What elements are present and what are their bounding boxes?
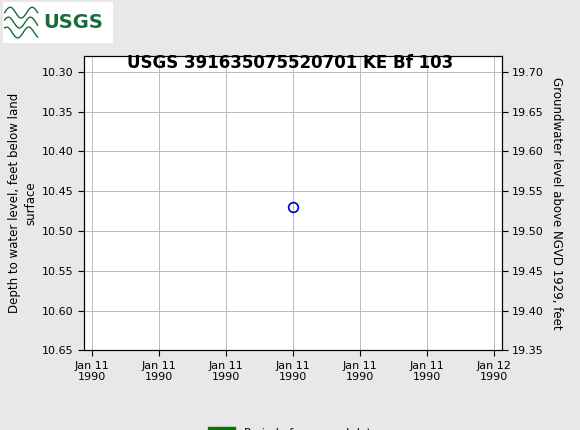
- Bar: [3, 2, 113, 43]
- Legend: Period of approved data: Period of approved data: [203, 423, 383, 430]
- Y-axis label: Depth to water level, feet below land
surface: Depth to water level, feet below land su…: [8, 93, 38, 313]
- Text: USGS 391635075520701 KE Bf 103: USGS 391635075520701 KE Bf 103: [127, 54, 453, 72]
- Text: USGS: USGS: [44, 13, 103, 32]
- Y-axis label: Groundwater level above NGVD 1929, feet: Groundwater level above NGVD 1929, feet: [549, 77, 563, 329]
